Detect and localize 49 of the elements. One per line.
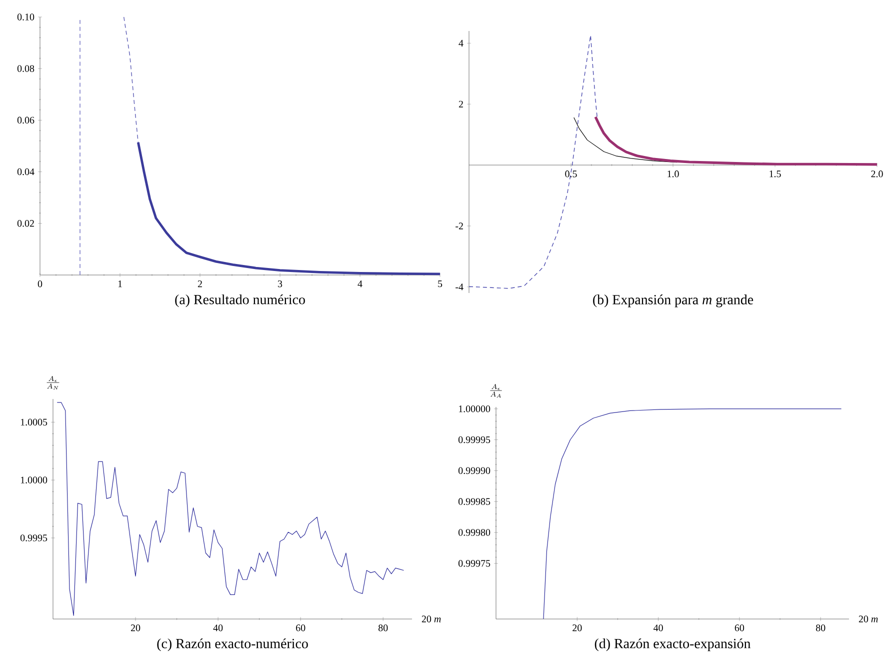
y-tick-label: 1.0000 xyxy=(20,476,48,484)
text: (d) Razón exacto-expansión xyxy=(594,638,751,652)
x-tick-label: 20 xyxy=(572,624,582,632)
x-tick-label: 3 xyxy=(278,280,282,288)
x-tick-label: 2 xyxy=(198,280,202,288)
x-tick-label: 20 xyxy=(130,624,140,632)
x-tick-label: 80 xyxy=(378,624,388,632)
x-axis-title: 20 m xyxy=(858,616,878,622)
line-series xyxy=(594,116,878,166)
line-series xyxy=(468,34,598,289)
y-axis-title: $\frac{A_\epsilon}{A_A}$ xyxy=(490,384,502,398)
x-tick-label: 0 xyxy=(38,280,42,288)
x-tick-label: 1.5 xyxy=(770,170,781,178)
x-tick-label: 4 xyxy=(358,280,362,288)
y-tick-label: 0.99990 xyxy=(458,467,490,474)
x-tick-label: 2.0 xyxy=(871,170,883,178)
y-tick-label: 2 xyxy=(458,100,463,108)
y-tick-label: 0.99995 xyxy=(458,436,490,444)
x-tick-label: 1 xyxy=(118,280,122,288)
y-tick-label: 4 xyxy=(458,40,464,46)
text: (c) Razón exacto-numérico xyxy=(157,638,308,652)
x-tick-label: 1.0 xyxy=(668,170,679,178)
text: (b) Expansión para m grande xyxy=(593,294,754,308)
y-tick-label: 0.99985 xyxy=(458,498,490,505)
x-tick-label: 40 xyxy=(213,624,223,632)
y-tick-label: 0.99980 xyxy=(458,529,490,536)
line-series xyxy=(543,408,842,620)
y-tick-label: -2 xyxy=(456,222,463,230)
y-tick-label: -4 xyxy=(456,284,464,290)
text: (a) Resultado numérico xyxy=(175,294,305,308)
y-tick-label: 0.99975 xyxy=(458,560,490,567)
y-tick-label: 0.02 xyxy=(17,220,34,227)
y-tick-label: 1.0005 xyxy=(20,418,48,426)
y-tick-label: 0.08 xyxy=(17,65,34,72)
x-tick-label: 80 xyxy=(816,624,826,632)
line-series xyxy=(136,141,442,276)
y-tick-label: 0.04 xyxy=(17,168,34,176)
x-tick-label: 60 xyxy=(296,624,306,632)
y-tick-label: 1.00000 xyxy=(458,405,490,412)
y-tick-label: 0.06 xyxy=(17,116,34,124)
x-tick-label: 40 xyxy=(654,624,663,632)
x-tick-label: 60 xyxy=(734,624,744,632)
x-tick-label: 0.5 xyxy=(565,170,577,178)
x-tick-label: 5 xyxy=(438,280,442,288)
y-axis-title: $\frac{A_\epsilon}{A_N}$ xyxy=(46,376,60,390)
y-tick-label: 0.10 xyxy=(17,14,34,20)
y-tick-label: 0.9995 xyxy=(20,534,48,542)
x-axis-title: 20 m xyxy=(422,616,441,622)
line-series xyxy=(123,16,139,143)
